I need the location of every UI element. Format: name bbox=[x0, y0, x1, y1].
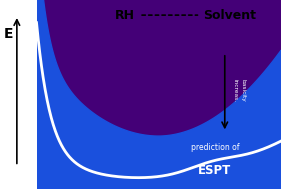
Text: E: E bbox=[4, 27, 13, 41]
Text: prediction of: prediction of bbox=[191, 143, 239, 152]
Text: increas.: increas. bbox=[232, 79, 237, 102]
Text: Solvent: Solvent bbox=[203, 9, 256, 22]
Text: ESPT: ESPT bbox=[198, 164, 232, 177]
Text: RH: RH bbox=[115, 9, 135, 22]
Text: basicity: basicity bbox=[241, 79, 246, 102]
